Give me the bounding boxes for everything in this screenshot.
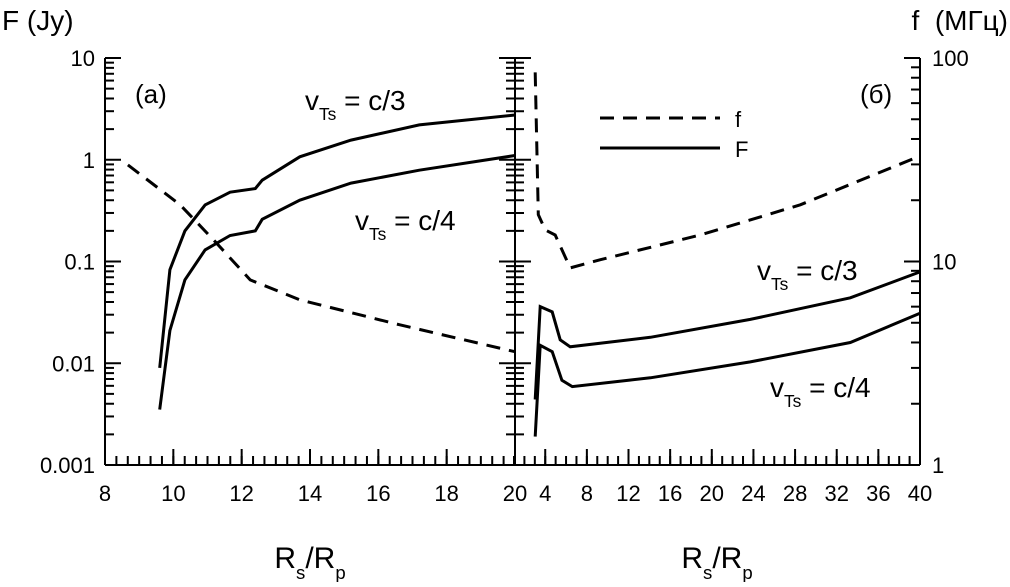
series-line bbox=[158, 154, 516, 410]
annotation: vTs = c/4 bbox=[770, 372, 871, 411]
y-tick-label: 1 bbox=[83, 148, 95, 173]
annotation-part: v bbox=[770, 372, 784, 403]
y-tick-label: 10 bbox=[71, 46, 95, 71]
annotation-sub: Ts bbox=[369, 224, 387, 244]
annotation: vTs = c/3 bbox=[305, 85, 406, 124]
annotation-part: = c/3 bbox=[336, 85, 405, 116]
x-tick-label: 32 bbox=[824, 481, 848, 506]
x-tick-label: 20 bbox=[503, 481, 527, 506]
x-tick-label: 10 bbox=[161, 481, 185, 506]
y2-axis-label: f (МГц) bbox=[911, 5, 1008, 36]
x-tick-label: 8 bbox=[99, 481, 111, 506]
x-tick-label: 8 bbox=[581, 481, 593, 506]
annotation: vTs = c/4 bbox=[355, 205, 456, 244]
x-axis-label-sub: s bbox=[703, 562, 712, 583]
y2-tick-label: 100 bbox=[932, 46, 969, 71]
x-tick-label: 16 bbox=[366, 481, 390, 506]
x-tick-label: 4 bbox=[539, 481, 551, 506]
y-tick-label: 0.001 bbox=[40, 453, 95, 478]
x-tick-label: 40 bbox=[908, 481, 932, 506]
x-tick-label: 16 bbox=[658, 481, 682, 506]
x-axis-label: Rs/Rp bbox=[681, 542, 752, 582]
legend-label: f bbox=[735, 107, 742, 132]
annotation-sub: Ts bbox=[784, 391, 802, 411]
annotation-part: v bbox=[757, 255, 771, 286]
panel-label: (б) bbox=[860, 79, 892, 109]
annotation-sub: Ts bbox=[319, 104, 337, 124]
x-axis-label-part: /R bbox=[712, 542, 742, 575]
annotation-part: = c/4 bbox=[386, 205, 455, 236]
annotation-part: v bbox=[305, 85, 319, 116]
x-tick-label: 12 bbox=[616, 481, 640, 506]
x-axis-label-sub: p bbox=[335, 562, 345, 583]
x-tick-label: 14 bbox=[298, 481, 322, 506]
x-axis-label-sub: p bbox=[742, 562, 752, 583]
x-axis-label-part: R bbox=[274, 542, 296, 575]
x-tick-label: 36 bbox=[866, 481, 890, 506]
annotation-part: v bbox=[355, 205, 369, 236]
x-tick-label: 28 bbox=[783, 481, 807, 506]
x-tick-label: 20 bbox=[700, 481, 724, 506]
y-axis-label: F (Jy) bbox=[2, 5, 74, 36]
annotation-part: = c/3 bbox=[788, 255, 857, 286]
annotation: vTs = c/3 bbox=[757, 255, 858, 294]
panel-label: (a) bbox=[135, 79, 167, 109]
y-tick-label: 0.1 bbox=[64, 250, 95, 275]
series-line bbox=[533, 270, 921, 400]
series-line bbox=[533, 72, 921, 270]
series-line bbox=[158, 113, 516, 369]
y2-tick-label: 10 bbox=[932, 250, 956, 275]
x-tick-label: 18 bbox=[434, 481, 458, 506]
series-line bbox=[126, 163, 516, 354]
y2-tick-label: 1 bbox=[932, 453, 944, 478]
x-tick-label: 24 bbox=[741, 481, 765, 506]
series-line bbox=[533, 311, 921, 437]
x-axis-label-sub: s bbox=[296, 562, 305, 583]
x-axis-label-part: /R bbox=[305, 542, 335, 575]
legend-label: F bbox=[735, 137, 748, 162]
x-axis-label-part: R bbox=[681, 542, 703, 575]
annotation-sub: Ts bbox=[771, 274, 789, 294]
x-tick-label: 12 bbox=[229, 481, 253, 506]
y-tick-label: 0.01 bbox=[52, 351, 95, 376]
annotation-part: = c/4 bbox=[801, 372, 870, 403]
x-axis-label: Rs/Rp bbox=[274, 542, 345, 582]
